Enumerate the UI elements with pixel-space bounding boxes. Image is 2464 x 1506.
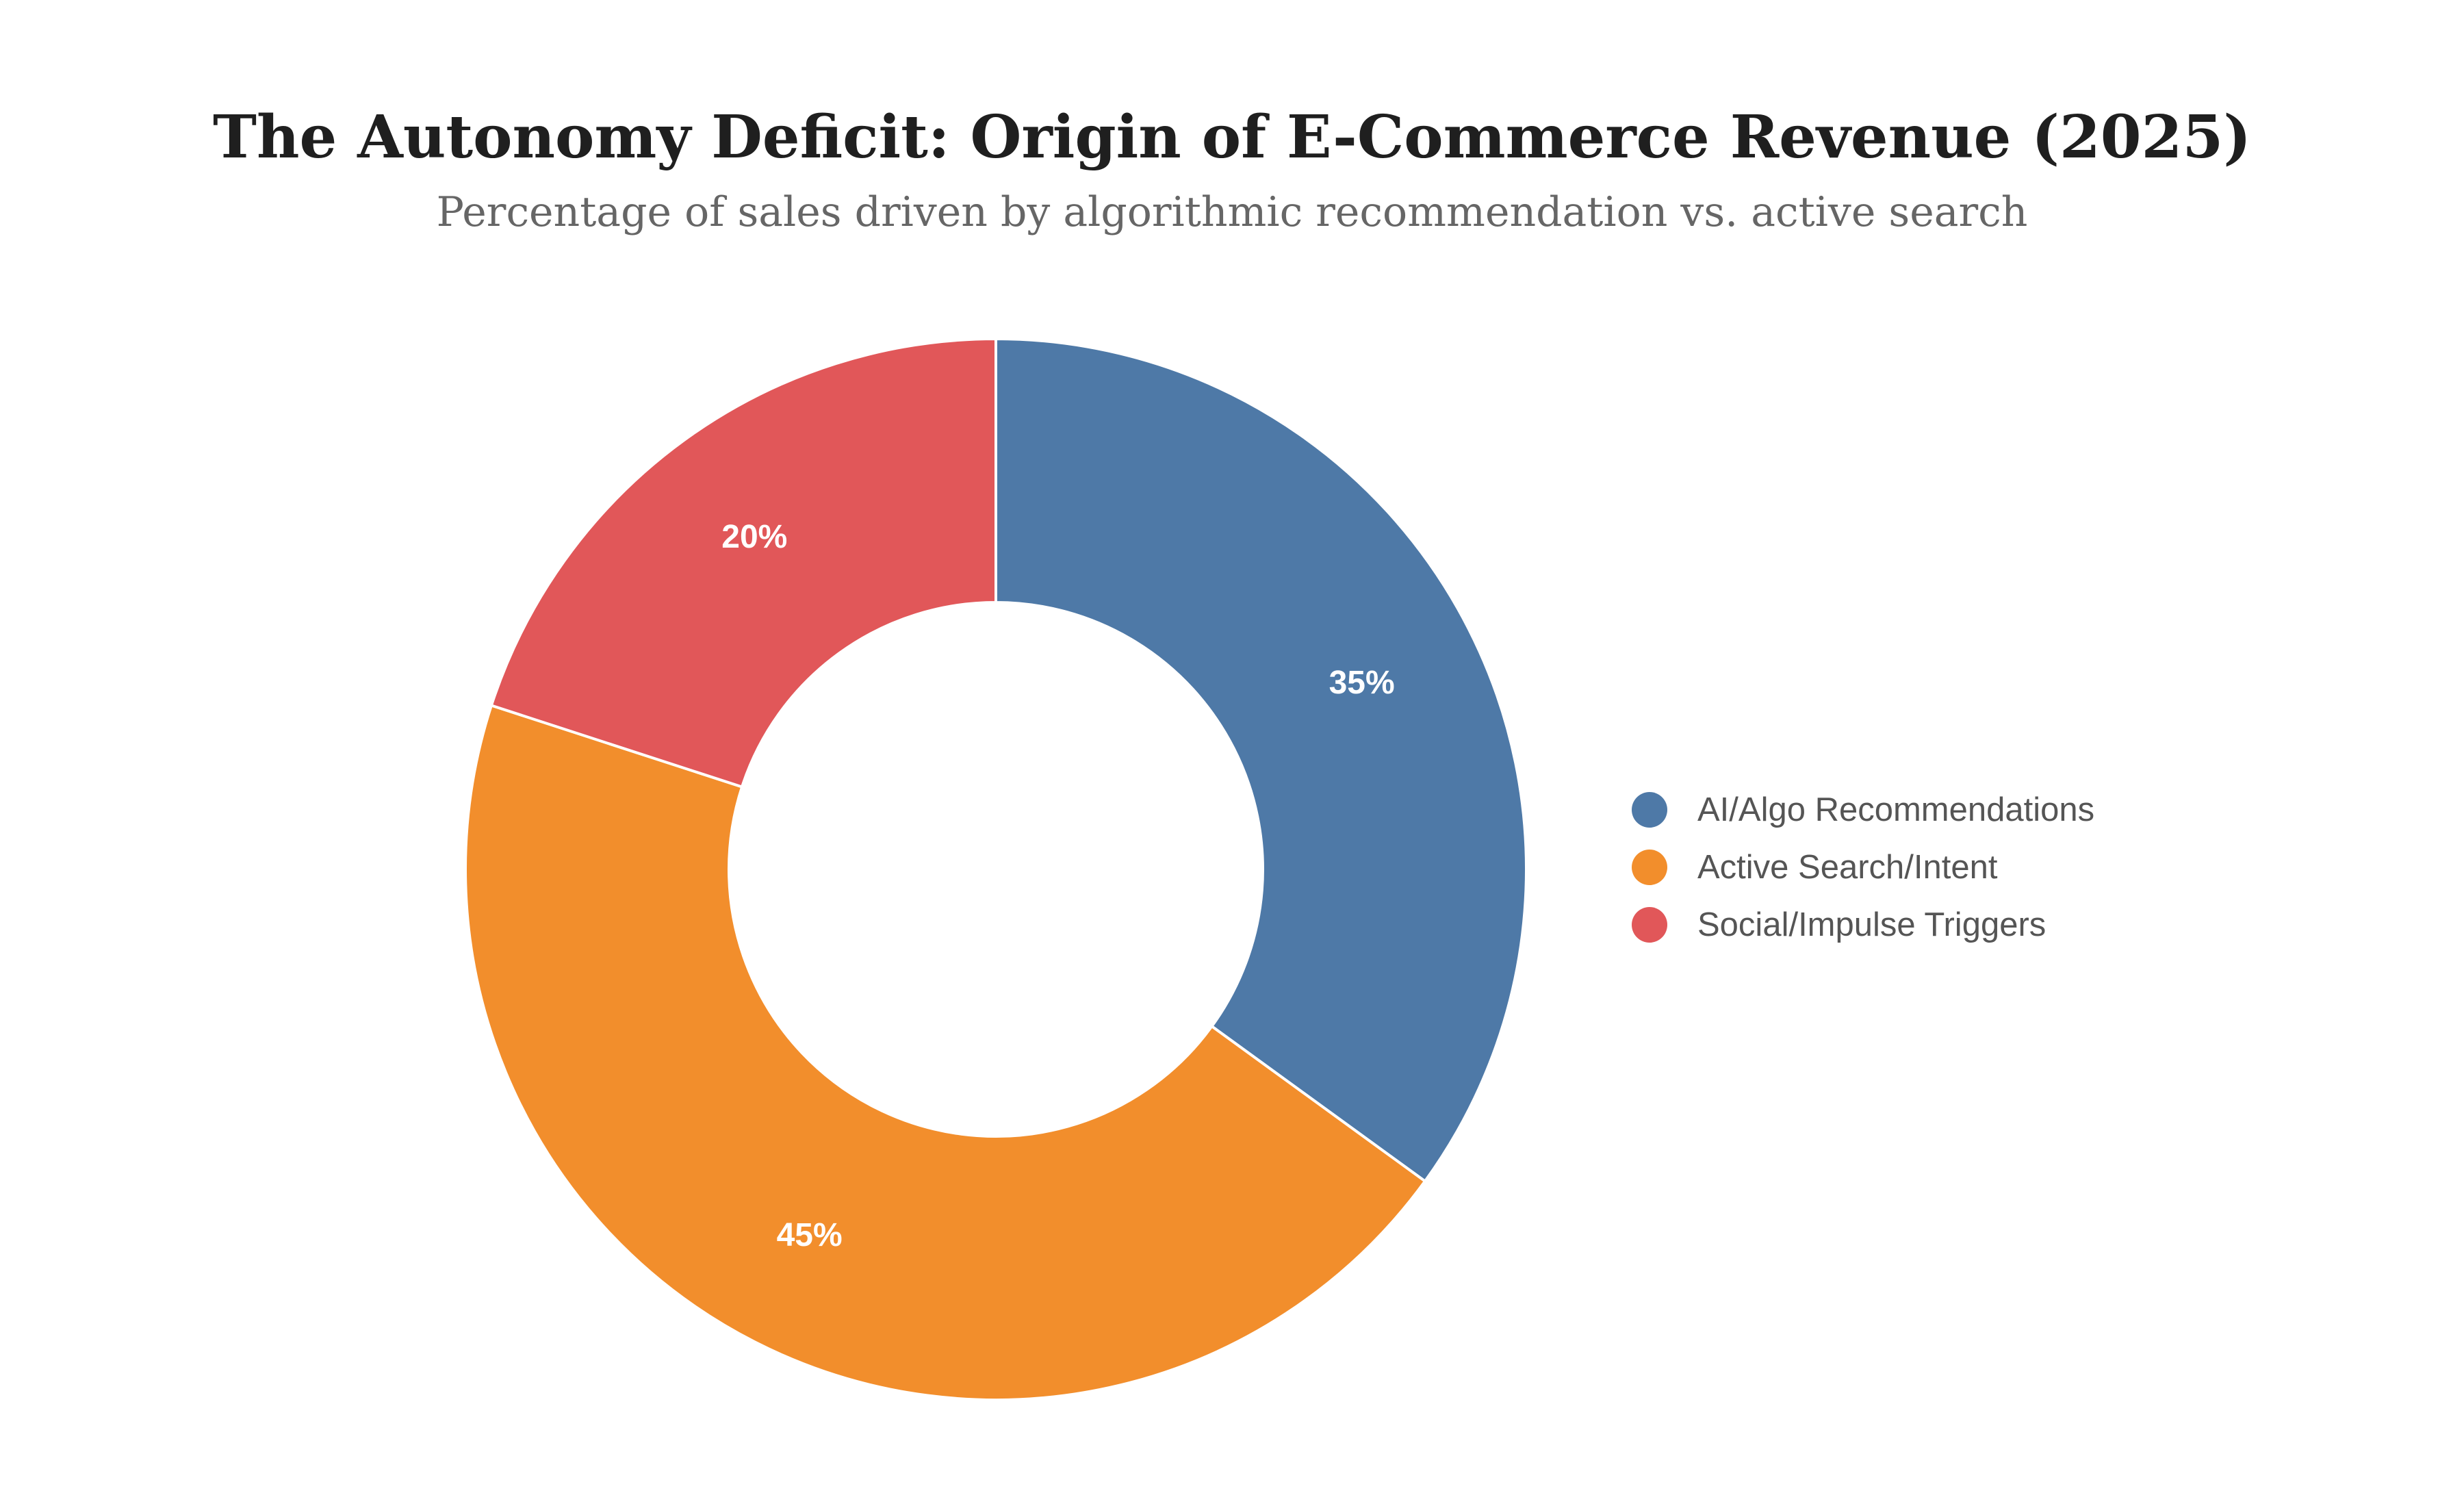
donut-slices [464, 337, 1528, 1401]
legend-item-active-search-intent[interactable]: Active Search/Intent [1632, 849, 1998, 886]
legend: AI/Algo Recommendations Active Search/Int… [1632, 791, 2094, 943]
chart-subtitle: Percentage of sales driven by algorithmi… [437, 188, 2028, 236]
legend-swatch [1632, 850, 1667, 885]
legend-item-ai-algo-recommendations[interactable]: AI/Algo Recommendations [1632, 791, 2094, 828]
chart-title: The Autonomy Deficit: Origin of E-Commer… [213, 103, 2251, 172]
legend-label: Social/Impulse Triggers [1697, 906, 2046, 943]
slice-label-active-search-intent: 45% [777, 1217, 843, 1253]
slice-labels: 35% 45% 20% [721, 519, 1394, 1253]
legend-swatch [1632, 792, 1667, 828]
slice-ai-algo-recommendations[interactable] [994, 337, 1528, 1184]
slice-label-ai-algo-recommendations: 35% [1329, 665, 1395, 701]
legend-label: Active Search/Intent [1697, 849, 1998, 886]
slice-active-search-intent[interactable] [464, 703, 1427, 1401]
slice-social-impulse-triggers[interactable] [489, 337, 997, 789]
legend-swatch [1632, 907, 1667, 943]
legend-item-social-impulse-triggers[interactable]: Social/Impulse Triggers [1632, 906, 2046, 943]
legend-label: AI/Algo Recommendations [1697, 791, 2094, 828]
slice-label-social-impulse-triggers: 20% [721, 519, 787, 555]
